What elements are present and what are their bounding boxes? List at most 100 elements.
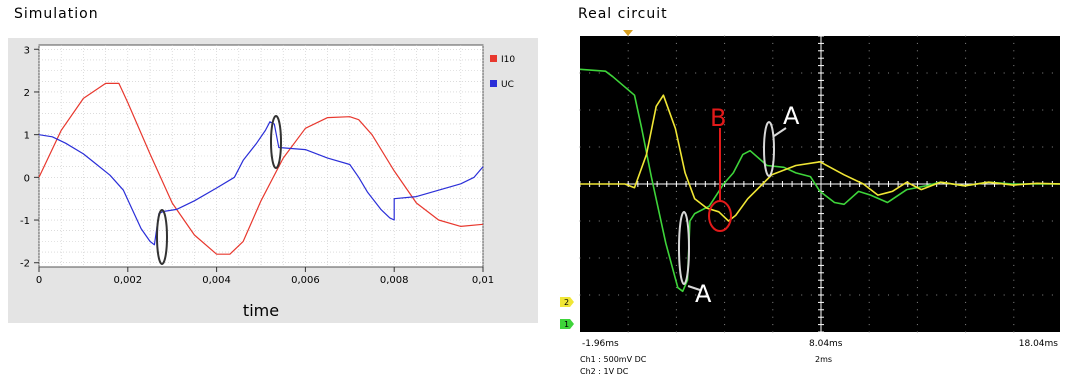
scope-grid-dot bbox=[772, 264, 774, 266]
scope-grid-dot bbox=[1051, 294, 1053, 296]
scope-grid-dot bbox=[965, 109, 967, 111]
scope-grid-dot bbox=[868, 287, 870, 289]
scope-grid-dot bbox=[897, 72, 899, 74]
scope-grid-dot bbox=[1003, 257, 1005, 259]
scope-grid-dot bbox=[608, 294, 610, 296]
scope-grid-dot bbox=[1013, 250, 1015, 252]
scope-grid-dot bbox=[724, 294, 726, 296]
scope-grid-dot bbox=[974, 109, 976, 111]
scope-x-tick-center: 8.04ms bbox=[809, 339, 843, 349]
scope-grid-dot bbox=[772, 279, 774, 281]
scope-grid-dot bbox=[868, 146, 870, 148]
scope-grid-dot bbox=[724, 205, 726, 207]
scope-grid-dot bbox=[1003, 146, 1005, 148]
scope-grid-dot bbox=[695, 72, 697, 74]
scope-grid-dot bbox=[965, 131, 967, 133]
scope-grid-dot bbox=[1013, 235, 1015, 237]
scope-grid-dot bbox=[743, 257, 745, 259]
scope-grid-dot bbox=[868, 65, 870, 67]
scope-grid-dot bbox=[646, 220, 648, 222]
scope-grid-dot bbox=[868, 176, 870, 178]
scope-grid-dot bbox=[1013, 279, 1015, 281]
scope-grid-dot bbox=[878, 294, 880, 296]
scope-grid-dot bbox=[907, 257, 909, 259]
scope-grid-dot bbox=[724, 324, 726, 326]
scope-grid-dot bbox=[849, 220, 851, 222]
scope-grid-dot bbox=[791, 72, 793, 74]
scope-grid-dot bbox=[1013, 316, 1015, 318]
simulation-x-ticks: 0 0,002 0,004 0,006 0,008 0,01 bbox=[36, 267, 494, 286]
scope-grid-dot bbox=[965, 198, 967, 200]
scope-grid-dot bbox=[724, 220, 726, 222]
scope-grid-dot bbox=[772, 198, 774, 200]
scope-grid-dot bbox=[627, 242, 629, 244]
scope-grid-dot bbox=[675, 176, 677, 178]
scope-grid-dot bbox=[772, 102, 774, 104]
simulation-grid bbox=[38, 45, 484, 267]
scope-grid-dot bbox=[1022, 72, 1024, 74]
scope-grid-dot bbox=[627, 301, 629, 303]
scope-grid-dot bbox=[724, 131, 726, 133]
scope-grid-dot bbox=[685, 109, 687, 111]
scope-grid-dot bbox=[1013, 102, 1015, 104]
scope-grid-dot bbox=[627, 190, 629, 192]
scope-grid-dot bbox=[724, 42, 726, 44]
scope-grid-dot bbox=[675, 116, 677, 118]
scope-grid-dot bbox=[1013, 205, 1015, 207]
scope-grid-dot bbox=[627, 331, 629, 333]
scope-grid-dot bbox=[916, 242, 918, 244]
scope-grid-dot bbox=[666, 72, 668, 74]
scope-grid-dot bbox=[589, 257, 591, 259]
scope-grid-dot bbox=[887, 257, 889, 259]
simulation-x-tick-label: 0 bbox=[36, 275, 42, 286]
scope-grid-dot bbox=[965, 65, 967, 67]
scope-grid-dot bbox=[743, 72, 745, 74]
scope-grid-dot bbox=[955, 72, 957, 74]
scope-grid-dot bbox=[772, 316, 774, 318]
scope-grid-dot bbox=[1013, 176, 1015, 178]
scope-series-ch1 bbox=[579, 68, 1060, 293]
scope-grid-dot bbox=[887, 294, 889, 296]
scope-grid-dot bbox=[974, 294, 976, 296]
scope-grid-dot bbox=[627, 94, 629, 96]
scope-grid-dot bbox=[965, 264, 967, 266]
scope-grid-dot bbox=[1022, 294, 1024, 296]
scope-grid-dot bbox=[810, 257, 812, 259]
simulation-y-tick-label: 1 bbox=[24, 131, 30, 142]
scope-grid-dot bbox=[868, 213, 870, 215]
scope-grid-dot bbox=[675, 309, 677, 311]
scope-grid-dot bbox=[965, 227, 967, 229]
simulation-x-tick-label: 0,004 bbox=[202, 275, 231, 286]
scope-grid-dot bbox=[1022, 109, 1024, 111]
scope-grid-dot bbox=[965, 205, 967, 207]
scope-grid-dot bbox=[916, 235, 918, 237]
scope-grid-dot bbox=[916, 227, 918, 229]
scope-grid-dot bbox=[753, 294, 755, 296]
trigger-marker-icon bbox=[623, 30, 633, 36]
scope-grid-dot bbox=[791, 257, 793, 259]
scope-grid-dot bbox=[704, 257, 706, 259]
scope-grid-dot bbox=[810, 72, 812, 74]
scope-ch2-info: Ch2 : 1V DC bbox=[580, 367, 629, 376]
scope-grid-dot bbox=[897, 294, 899, 296]
scope-grid-dot bbox=[916, 324, 918, 326]
scope-grid-dot bbox=[772, 324, 774, 326]
scope-grid-dot bbox=[984, 257, 986, 259]
scope-grid-dot bbox=[1013, 124, 1015, 126]
scope-grid-dot bbox=[656, 294, 658, 296]
scope-grid-dot bbox=[916, 50, 918, 52]
scope-grid-dot bbox=[936, 220, 938, 222]
scope-grid-dot bbox=[1022, 146, 1024, 148]
scope-grid-dot bbox=[695, 294, 697, 296]
scope-annotation-label-a1: A bbox=[695, 280, 712, 308]
scope-grid-dot bbox=[627, 264, 629, 266]
legend-label-uc: UC bbox=[501, 80, 514, 90]
scope-grid-dot bbox=[965, 116, 967, 118]
scope-grid-dot bbox=[772, 94, 774, 96]
scope-grid-dot bbox=[965, 87, 967, 89]
scope-grid-dot bbox=[666, 146, 668, 148]
scope-grid-dot bbox=[791, 294, 793, 296]
scope-grid-dot bbox=[675, 316, 677, 318]
scope-timebase: 2ms bbox=[815, 355, 832, 364]
scope-grid-dot bbox=[579, 257, 581, 259]
